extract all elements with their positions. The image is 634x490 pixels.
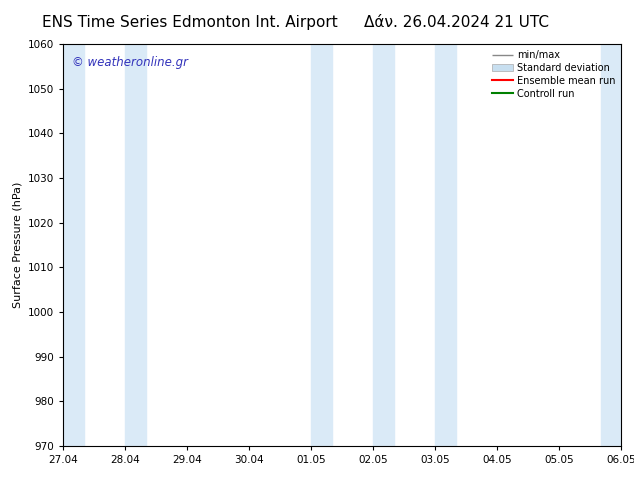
Text: Δάν. 26.04.2024 21 UTC: Δάν. 26.04.2024 21 UTC: [364, 15, 549, 30]
Bar: [373, 44, 394, 446]
Text: © weatheronline.gr: © weatheronline.gr: [72, 56, 188, 69]
Bar: [436, 44, 456, 446]
Legend: min/max, Standard deviation, Ensemble mean run, Controll run: min/max, Standard deviation, Ensemble me…: [488, 46, 619, 102]
Bar: [600, 44, 621, 446]
Y-axis label: Surface Pressure (hPa): Surface Pressure (hPa): [13, 182, 23, 308]
Text: ENS Time Series Edmonton Int. Airport: ENS Time Series Edmonton Int. Airport: [42, 15, 338, 30]
Bar: [311, 44, 332, 446]
Bar: [126, 44, 146, 446]
Bar: [63, 44, 84, 446]
